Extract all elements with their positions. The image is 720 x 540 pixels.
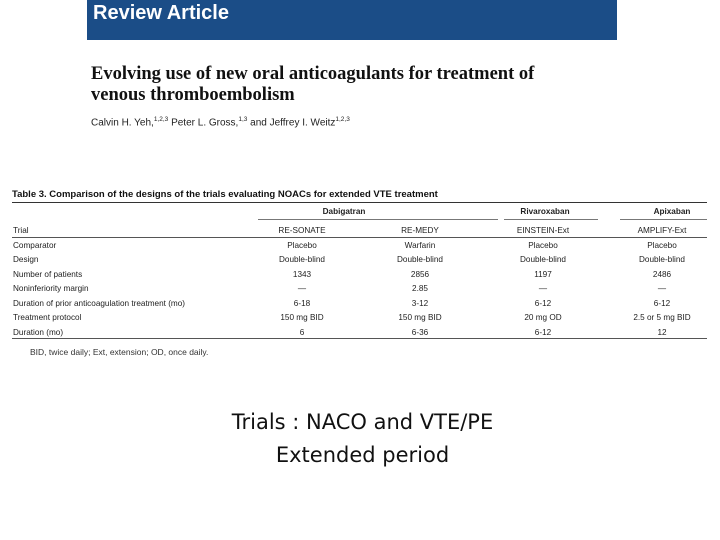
group-label-dabigatran: Dabigatran	[322, 207, 366, 216]
table-cell: 2.5 or 5 mg BID	[633, 313, 691, 322]
slide-caption-line-1: Trials : NACO and VTE/PE	[231, 410, 494, 434]
table-cell: Placebo	[528, 240, 558, 250]
group-rule-apixaban	[620, 219, 707, 220]
article-title-line-2: venous thromboembolism	[91, 85, 295, 105]
table-bottom-rule	[12, 338, 707, 339]
group-label-rivaroxaban: Rivaroxaban	[520, 207, 570, 216]
article-title: Evolving use of new oral anticoagulants …	[91, 64, 611, 106]
table-cell: Placebo	[647, 240, 677, 250]
table-cell: 6-12	[534, 327, 552, 337]
table-cell: —	[538, 284, 548, 293]
table-cell: 6-12	[653, 298, 671, 308]
table-cell: Placebo	[287, 240, 317, 250]
table-cell: 2486	[652, 269, 672, 279]
banner-label: Review Article	[93, 2, 229, 24]
table-cell: Double-blind	[639, 255, 685, 264]
table-row-label: Duration of prior anticoagulation treatm…	[13, 298, 186, 308]
slide-caption-line-2: Extended period	[275, 443, 450, 467]
author-name: and Jeffrey I. Weitz	[247, 117, 336, 129]
slide-caption: Trials : NACO and VTE/PE Extended period	[160, 406, 565, 472]
table-cell: Double-blind	[397, 255, 443, 264]
table-cell: RE-SONATE	[278, 226, 326, 235]
table-cell: 6-12	[534, 298, 552, 308]
table-cell: RE-MEDY	[401, 226, 439, 235]
table-row-label: Design	[13, 255, 39, 264]
table-row-label: Number of patients	[13, 269, 83, 279]
table-caption: Table 3. Comparison of the designs of th…	[12, 189, 438, 200]
table-cell: Double-blind	[520, 255, 566, 264]
table-cell: 150 mg BID	[398, 313, 442, 322]
table-cell: 20 mg OD	[524, 313, 562, 322]
table-header-rule	[12, 237, 707, 238]
table-footnote: BID, twice daily; Ext, extension; OD, on…	[30, 347, 209, 357]
table-cell: EINSTEIN-Ext	[516, 226, 570, 235]
group-rule-dabigatran	[258, 219, 498, 220]
table-cell: 6-18	[293, 298, 311, 308]
author-name: Peter L. Gross,	[168, 117, 239, 129]
table-cell: —	[297, 284, 307, 293]
table-cell: —	[657, 284, 667, 293]
author-list: Calvin H. Yeh,1,2,3 Peter L. Gross,1,3 a…	[91, 116, 350, 128]
author-name: Calvin H. Yeh,	[91, 117, 154, 129]
journal-banner: Review Article	[87, 0, 617, 40]
table-cell: AMPLIFY-Ext	[637, 226, 687, 235]
group-label-apixaban: Apixaban	[653, 207, 691, 216]
table-cell: 2856	[410, 269, 430, 279]
table-row-label: Noninferiority margin	[13, 284, 89, 293]
table-cell: 12	[657, 327, 667, 337]
table-cell: 2.85	[412, 284, 428, 293]
table-cell: 1343	[292, 269, 312, 279]
author-affiliation: 1,3	[238, 116, 248, 123]
table-cell: Double-blind	[279, 255, 325, 264]
table-cell: 3-12	[411, 298, 429, 308]
table-top-rule	[12, 202, 707, 203]
table-cell: 6	[299, 327, 305, 337]
group-rule-rivaroxaban	[504, 219, 598, 220]
table-cell: 1197	[534, 269, 552, 279]
article-title-line-1: Evolving use of new oral anticoagulants …	[91, 64, 535, 84]
table-cell: 6-36	[411, 327, 429, 337]
table-row-label: Treatment protocol	[13, 313, 82, 322]
author-affiliation: 1,2,3	[335, 116, 350, 123]
table-row-label: Comparator	[13, 240, 57, 250]
table-cell: Warfarin	[404, 240, 436, 250]
table-row-label: Duration (mo)	[13, 327, 64, 337]
author-affiliation: 1,2,3	[153, 116, 169, 123]
table-cell: 150 mg BID	[280, 313, 324, 322]
table-row-label: Trial	[13, 226, 29, 235]
